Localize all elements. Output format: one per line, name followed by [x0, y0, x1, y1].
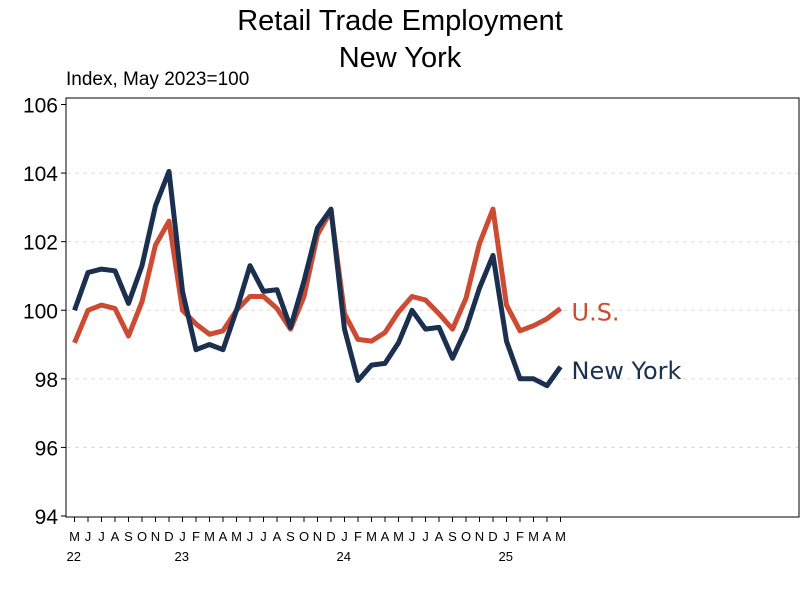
x-tick-label: O	[137, 529, 147, 544]
x-tick-label: M	[528, 529, 539, 544]
x-tick-label: O	[461, 529, 471, 544]
chart-title-line-1: Retail Trade Employment	[237, 5, 563, 37]
x-tick-label: S	[286, 529, 295, 544]
x-tick-label: J	[503, 529, 510, 544]
y-axis-label: Index, May 2023=100	[66, 69, 249, 90]
chart-title-line-2: New York	[339, 42, 462, 74]
series-label: U.S.	[572, 299, 620, 327]
x-tick-label: J	[247, 529, 254, 544]
x-tick-label: M	[69, 529, 80, 544]
x-tick-label: F	[354, 529, 362, 544]
x-tick-label: A	[381, 529, 390, 544]
x-tick-label: O	[299, 529, 309, 544]
x-tick-label: J	[260, 529, 267, 544]
y-tick-label: 106	[23, 95, 58, 118]
x-tick-label: F	[516, 529, 524, 544]
x-year-label: 25	[499, 549, 513, 564]
x-tick-label: A	[543, 529, 552, 544]
x-tick-label: J	[409, 529, 416, 544]
x-tick-label: D	[488, 529, 497, 544]
plot-frame	[65, 97, 800, 518]
x-year-label: 22	[67, 549, 81, 564]
y-axis-ticks: 94 96 98 100 102 104 106	[23, 95, 66, 529]
y-tick-label: 96	[35, 437, 58, 460]
x-tick-label: F	[192, 529, 200, 544]
x-tick-label: D	[164, 529, 173, 544]
y-tick-label: 104	[23, 163, 58, 186]
x-tick-label: A	[273, 529, 282, 544]
x-tick-label: D	[326, 529, 335, 544]
x-tick-label: S	[124, 529, 133, 544]
x-tick-label: M	[366, 529, 377, 544]
y-tick-label: 94	[35, 506, 59, 529]
y-tick-label: 98	[35, 369, 58, 392]
x-tick-label: N	[313, 529, 322, 544]
series-lines	[72, 168, 563, 389]
x-tick-label: A	[219, 529, 228, 544]
x-tick-label: J	[341, 529, 348, 544]
x-tick-label: N	[475, 529, 484, 544]
x-tick-label: J	[179, 529, 186, 544]
y-tick-label: 102	[23, 232, 58, 255]
x-year-label: 24	[337, 549, 351, 564]
y-tick-label: 100	[23, 300, 58, 323]
series-labels: U.S. New York	[572, 299, 682, 385]
x-tick-label: M	[204, 529, 215, 544]
x-year-label: 23	[175, 549, 189, 564]
x-tick-label: A	[111, 529, 120, 544]
x-tick-label: J	[98, 529, 105, 544]
x-axis-ticks: M J J A S O N D J F M A M J J A S O N D J F M A M J J A S O N D J F M A M22 2…	[67, 517, 566, 564]
x-tick-label: M	[555, 529, 566, 544]
x-tick-label: M	[231, 529, 242, 544]
x-tick-label: J	[85, 529, 92, 544]
series-line	[72, 168, 563, 389]
x-tick-label: J	[422, 529, 429, 544]
series-label: New York	[572, 357, 682, 385]
x-tick-label: A	[435, 529, 444, 544]
x-tick-label: N	[151, 529, 160, 544]
x-tick-label: M	[393, 529, 404, 544]
x-tick-label: S	[448, 529, 457, 544]
